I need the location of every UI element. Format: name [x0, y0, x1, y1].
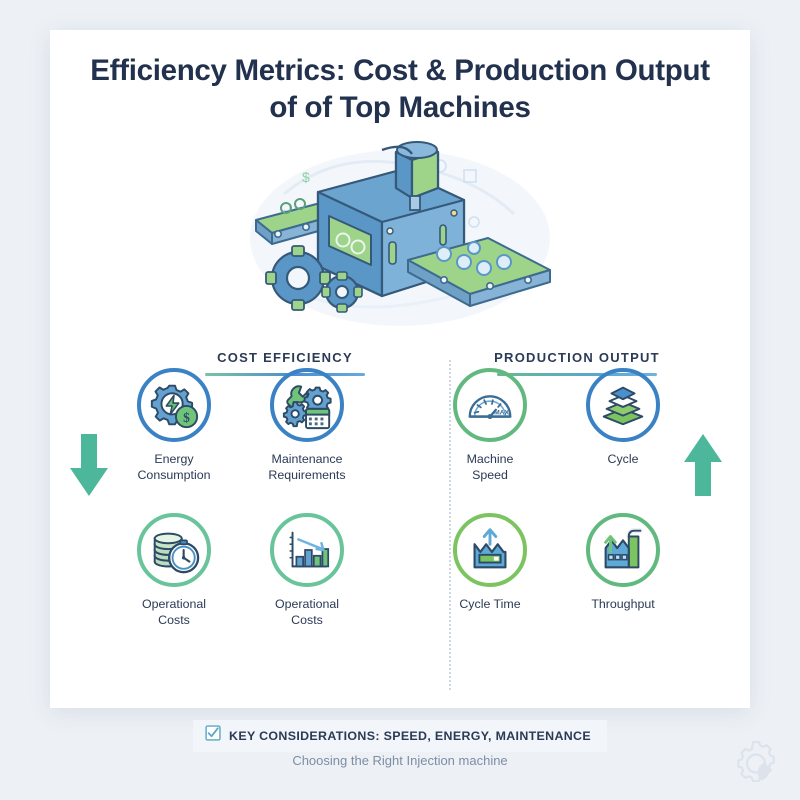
coins-stopwatch-icon: [137, 513, 211, 587]
column-label: COST EFFICIENCY: [217, 350, 353, 365]
column-underline: [497, 373, 657, 376]
metric-cycle-time[interactable]: Cycle Time: [424, 513, 556, 613]
factory-up-arrow-icon: [453, 513, 527, 587]
metric-energy-consumption[interactable]: $ Energy Consumption: [108, 368, 240, 484]
gauge-max-label: MAX: [494, 410, 509, 417]
metric-machine-speed[interactable]: MAX Machine Speed: [424, 368, 556, 484]
stacked-layers-icon: [586, 368, 660, 442]
metric-label: Throughput: [591, 597, 655, 611]
metric-label: Operational Costs: [141, 597, 207, 627]
factory-smokestack-growth-icon: [586, 513, 660, 587]
metric-label: Cycle Time: [459, 597, 521, 611]
metric-operational-costs-coins[interactable]: Operational Costs: [108, 513, 240, 629]
column-label: PRODUCTION OUTPUT: [494, 350, 660, 365]
metric-label: Machine Speed: [466, 452, 514, 482]
footer-subtitle: Choosing the Right Injection machine: [292, 753, 508, 768]
key-considerations-badge: KEY CONSIDERATIONS: SPEED, ENERGY, MAINT…: [193, 720, 607, 752]
column-header-production-output: PRODUCTION OUTPUT: [446, 350, 708, 376]
metric-operational-costs-chart[interactable]: Operational Costs: [241, 513, 373, 629]
metrics-grid: $ Energy Consumption: [0, 368, 700, 668]
svg-text:$: $: [183, 410, 190, 425]
metric-label: Energy Consumption: [137, 452, 211, 482]
metric-throughput[interactable]: Throughput: [557, 513, 689, 613]
metric-label: Cycle: [607, 452, 639, 466]
declining-bar-chart-icon: [270, 513, 344, 587]
gear-energy-cost-icon: $: [137, 368, 211, 442]
down-arrow-icon: [66, 432, 112, 498]
section-divider: [449, 360, 451, 690]
svg-text:$: $: [302, 169, 310, 185]
metric-label: Maintenance Requirements: [268, 452, 346, 482]
page-title: Efficiency Metrics: Cost & Production Ou…: [90, 54, 710, 125]
wrench-calendar-maintenance-icon: [270, 368, 344, 442]
metric-label: Operational Costs: [274, 597, 340, 627]
metric-maintenance-requirements[interactable]: Maintenance Requirements: [241, 368, 373, 484]
metric-cycle[interactable]: Cycle: [557, 368, 689, 468]
injection-molding-machine-illustration: $: [232, 130, 568, 330]
checkbox-checked-icon: [205, 725, 221, 746]
up-arrow-icon: [680, 432, 726, 498]
speedometer-gauge-icon: MAX: [453, 368, 527, 442]
gear-leaf-watermark-icon: [736, 738, 782, 784]
title-block: Efficiency Metrics: Cost & Production Ou…: [50, 52, 750, 127]
badge-label: KEY CONSIDERATIONS: SPEED, ENERGY, MAINT…: [229, 728, 591, 743]
